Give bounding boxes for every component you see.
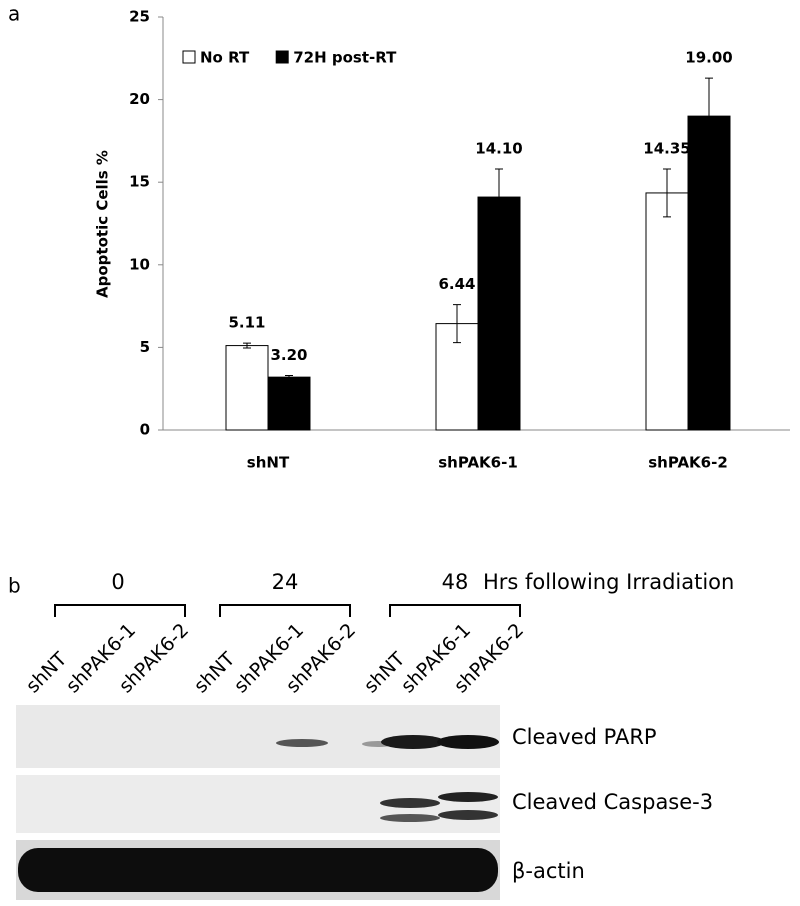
brackets <box>54 604 521 617</box>
band-label: Cleaved Caspase-3 <box>512 790 713 814</box>
band <box>18 848 498 892</box>
y-tick-label: 20 <box>129 90 150 108</box>
bar <box>687 115 731 431</box>
legend-label: 72H post-RT <box>293 49 397 67</box>
y-tick-label: 25 <box>129 8 150 26</box>
lane-label: shNT <box>22 648 72 698</box>
value-label: 5.11 <box>228 314 265 332</box>
bar <box>645 192 689 431</box>
error-bar <box>453 304 461 344</box>
y-tick-label: 5 <box>140 338 150 356</box>
x-tick-label: shPAK6-1 <box>438 454 518 472</box>
band-label: β-actin <box>512 859 585 883</box>
error-bar <box>705 77 713 155</box>
y-tick-label: 10 <box>129 255 150 273</box>
bar <box>225 345 269 431</box>
x-tick-label: shNT <box>247 454 290 472</box>
time-axis-label: Hrs following Irradiation <box>483 570 734 594</box>
band <box>438 792 498 802</box>
bar <box>267 376 311 431</box>
error-bar <box>285 374 293 380</box>
error-bar <box>495 168 503 226</box>
y-tick-label: 15 <box>129 173 150 191</box>
band <box>381 735 445 749</box>
value-label: 19.00 <box>685 49 732 67</box>
time-label: 0 <box>111 570 124 594</box>
legend-swatch <box>182 50 196 64</box>
legend-swatch <box>275 50 289 64</box>
band <box>380 814 440 822</box>
band <box>276 739 328 747</box>
bar <box>477 196 521 431</box>
lane-label: shNT <box>190 648 240 698</box>
band <box>438 810 498 820</box>
panel-label: a <box>8 2 20 26</box>
time-label: 48 <box>442 570 469 594</box>
y-axis-title: Apoptotic Cells % <box>94 150 112 298</box>
value-label: 14.35 <box>643 139 690 157</box>
x-tick-label: shPAK6-2 <box>648 454 728 472</box>
y-tick-label: 0 <box>140 421 150 439</box>
band <box>380 798 440 808</box>
band <box>437 735 499 749</box>
panel-label: b <box>8 574 21 598</box>
lane-label: shNT <box>360 648 410 698</box>
value-label: 6.44 <box>438 275 475 293</box>
legend-label: No RT <box>200 49 250 67</box>
error-bar <box>663 168 671 218</box>
time-label: 24 <box>272 570 299 594</box>
band-label: Cleaved PARP <box>512 725 657 749</box>
error-bar <box>243 342 251 349</box>
value-label: 3.20 <box>270 346 307 364</box>
value-label: 14.10 <box>475 139 522 157</box>
